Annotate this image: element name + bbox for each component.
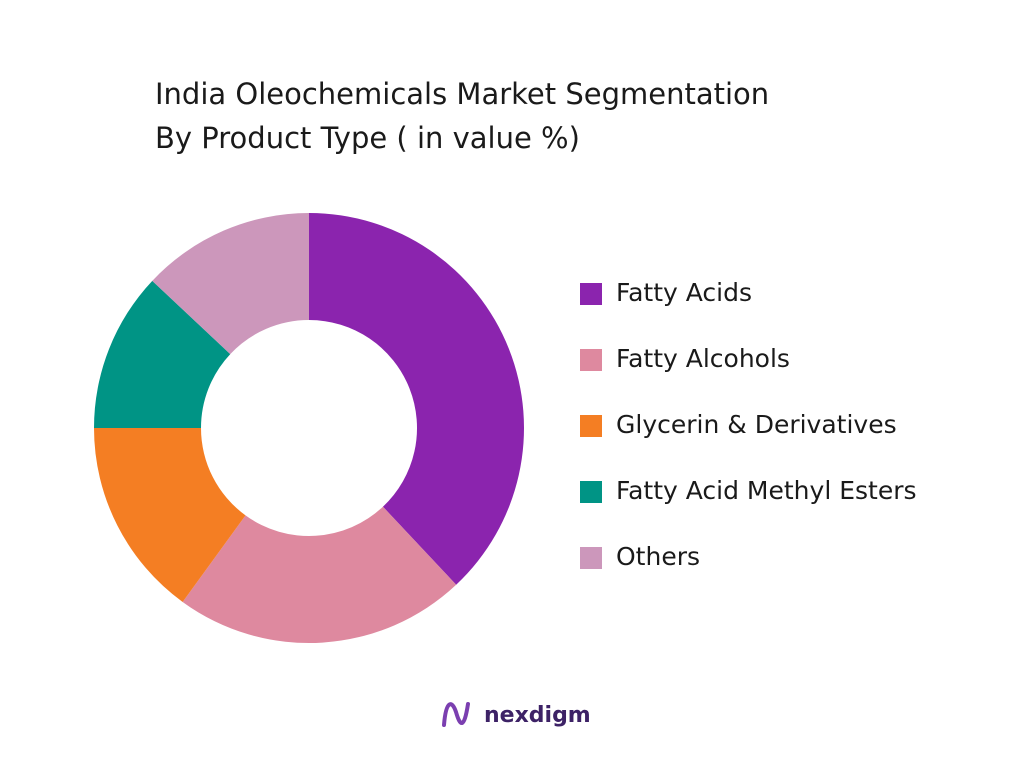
slice [94, 280, 231, 428]
brand-name: nexdigm [484, 703, 591, 728]
chart-title: By Product Type ( in value %) [155, 121, 580, 155]
slice [94, 428, 246, 602]
legend-swatch [580, 481, 602, 503]
legend-label: Others [616, 542, 700, 571]
legend-swatch [580, 283, 602, 305]
legend-label: Fatty Alcohols [616, 344, 790, 373]
legend-label: Fatty Acid Methyl Esters [616, 476, 917, 505]
legend-label: Fatty Acids [616, 278, 752, 307]
legend-swatch [580, 415, 602, 437]
slice [309, 213, 525, 585]
legend-swatch [580, 547, 602, 569]
slice [182, 506, 457, 643]
slice [152, 213, 309, 355]
brand-logo: nexdigm [442, 702, 591, 728]
chart-title: India Oleochemicals Market Segmentation [155, 77, 769, 111]
legend-swatch [580, 349, 602, 371]
logo-icon [442, 702, 470, 727]
legend-label: Glycerin & Derivatives [616, 410, 897, 439]
